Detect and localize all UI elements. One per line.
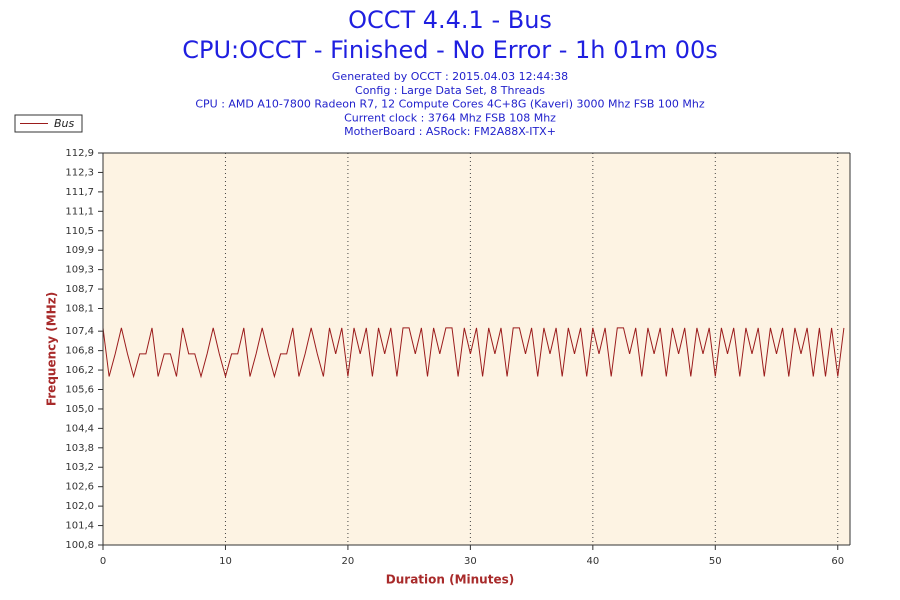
legend (14, 114, 83, 133)
x-tick-label: 60 (831, 556, 844, 567)
y-tick-label: 107,4 (65, 326, 94, 337)
y-tick-label: 100,8 (65, 540, 94, 551)
x-axis-title: Duration (Minutes) (386, 573, 514, 587)
info-line: MotherBoard : ASRock: FM2A88X-ITX+ (344, 125, 556, 138)
y-tick-label: 102,0 (65, 501, 94, 512)
y-tick-label: 109,9 (65, 245, 94, 256)
y-tick-label: 108,1 (65, 304, 94, 315)
info-line: Config : Large Data Set, 8 Threads (355, 84, 545, 97)
y-tick-label: 111,1 (65, 206, 94, 217)
chart-subtitle: CPU:OCCT - Finished - No Error - 1h 01m … (182, 36, 718, 64)
info-line: CPU : AMD A10-7800 Radeon R7, 12 Compute… (195, 98, 705, 111)
x-tick-label: 40 (586, 556, 599, 567)
x-tick-label: 50 (709, 556, 722, 567)
y-tick-label: 112,9 (65, 148, 94, 159)
y-tick-label: 103,8 (65, 443, 94, 454)
legend-label: Bus (54, 117, 75, 130)
marks (102, 327, 845, 379)
x-tick-label: 30 (464, 556, 477, 567)
y-tick-label: 110,5 (65, 226, 94, 237)
y-tick-label: 103,2 (65, 462, 94, 473)
info-line: Generated by OCCT : 2015.04.03 12:44:38 (332, 70, 568, 83)
y-tick-label: 102,6 (65, 482, 94, 493)
x-tick-label: 20 (342, 556, 355, 567)
series-line (102, 327, 845, 379)
info-line: Current clock : 3764 Mhz FSB 108 Mhz (344, 111, 556, 124)
plot-area (103, 153, 850, 545)
y-tick-label: 109,3 (65, 265, 94, 276)
y-tick-label: 106,8 (65, 346, 94, 357)
y-tick-label: 112,3 (65, 167, 94, 178)
grid (224, 153, 839, 545)
x-tick-label: 10 (219, 556, 232, 567)
y-tick-label: 106,2 (65, 365, 94, 376)
y-tick-label: 111,7 (65, 187, 94, 198)
x-tick-label: 0 (100, 556, 106, 567)
y-tick-label: 105,0 (65, 404, 94, 415)
y-tick-label: 105,6 (65, 384, 94, 395)
y-tick-label: 108,7 (65, 284, 94, 295)
y-axis-title: Frequency (MHz) (45, 292, 59, 406)
y-tick-label: 104,4 (65, 423, 94, 434)
y-tick-label: 101,4 (65, 521, 94, 532)
chart-title: OCCT 4.4.1 - Bus (348, 6, 552, 34)
